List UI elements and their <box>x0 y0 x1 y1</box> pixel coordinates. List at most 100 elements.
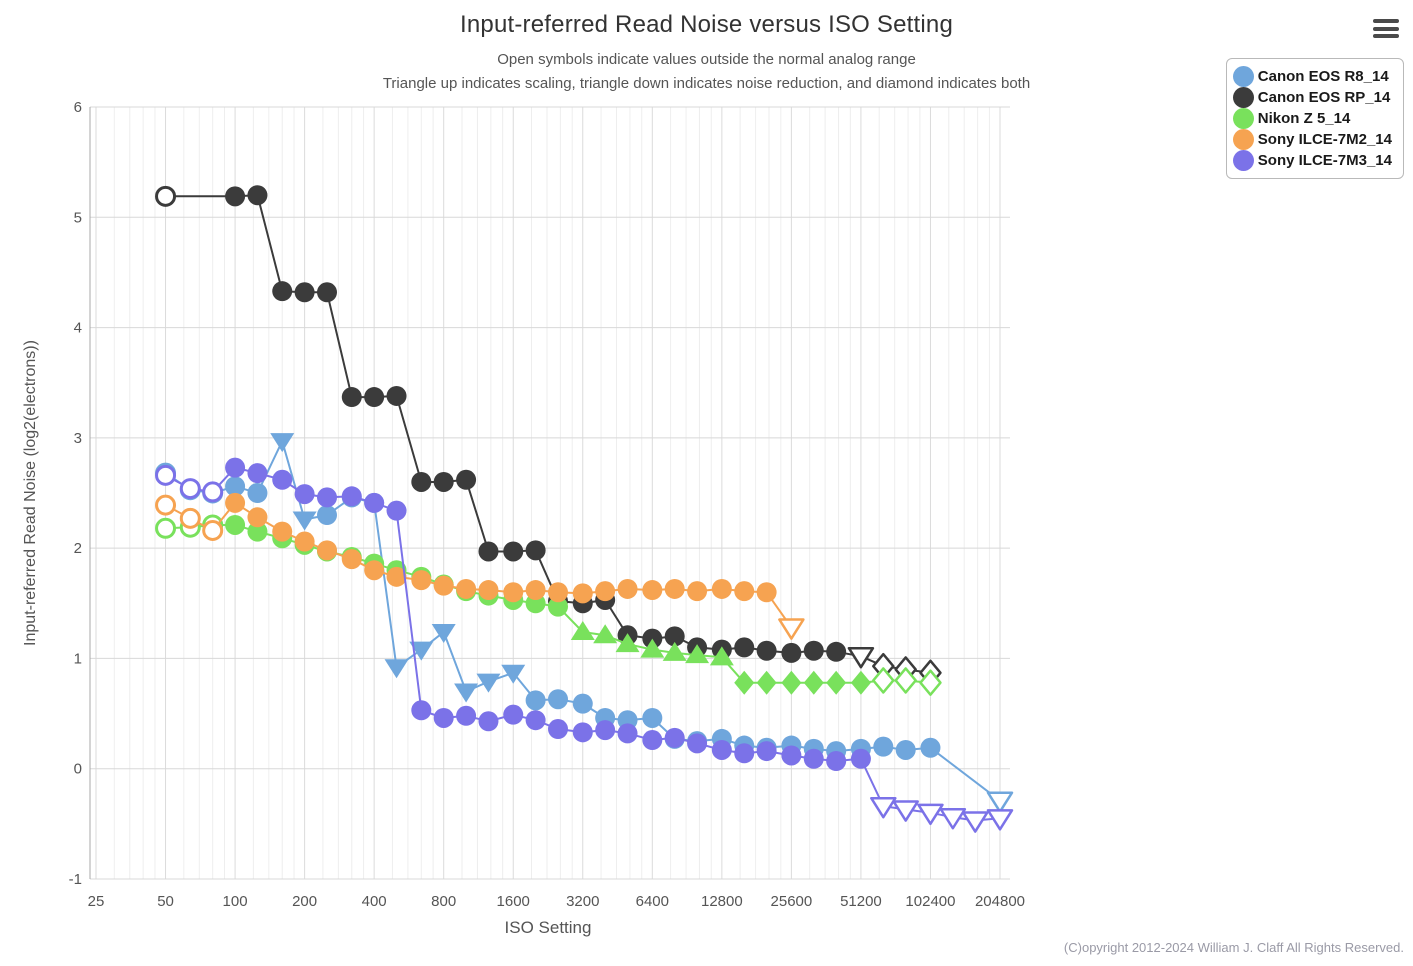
point-circle[interactable] <box>781 642 802 663</box>
point-circle-open[interactable] <box>155 464 177 486</box>
point-triangle-down-open[interactable] <box>986 791 1014 813</box>
point-circle[interactable] <box>548 596 569 617</box>
point-triangle-up[interactable] <box>685 644 710 664</box>
point-circle[interactable] <box>711 739 732 760</box>
point-circle[interactable] <box>247 185 268 206</box>
point-circle[interactable] <box>364 387 385 408</box>
point-diamond[interactable] <box>850 670 871 695</box>
point-circle[interactable] <box>756 640 777 661</box>
point-circle[interactable] <box>525 710 546 731</box>
point-circle[interactable] <box>411 700 432 721</box>
point-circle[interactable] <box>433 471 454 492</box>
point-circle[interactable] <box>734 743 755 764</box>
point-circle[interactable] <box>572 722 593 743</box>
point-circle[interactable] <box>572 693 593 714</box>
point-triangle-down-open[interactable] <box>892 800 919 822</box>
point-circle[interactable] <box>595 581 616 602</box>
point-diamond-open[interactable] <box>872 667 895 694</box>
point-triangle-up[interactable] <box>662 641 687 661</box>
point-circle[interactable] <box>478 580 499 601</box>
hamburger-menu-icon[interactable] <box>1373 19 1399 42</box>
point-circle[interactable] <box>341 387 362 408</box>
point-circle[interactable] <box>734 581 755 602</box>
point-circle[interactable] <box>364 492 385 513</box>
point-circle-open[interactable] <box>179 507 201 529</box>
legend-item-sony-ilce-7m3-14[interactable]: Sony ILCE-7M3_14 <box>1232 150 1392 171</box>
point-triangle-down-open[interactable] <box>847 646 875 669</box>
point-triangle-down[interactable] <box>409 641 434 661</box>
point-circle[interactable] <box>687 733 708 754</box>
point-circle[interactable] <box>756 741 777 762</box>
point-circle[interactable] <box>341 486 362 507</box>
point-circle[interactable] <box>642 580 663 601</box>
point-circle-open[interactable] <box>155 517 177 539</box>
point-circle-open[interactable] <box>155 185 177 207</box>
point-circle[interactable] <box>617 723 638 744</box>
point-circle[interactable] <box>781 745 802 766</box>
point-circle[interactable] <box>411 570 432 591</box>
point-circle-open[interactable] <box>202 519 224 541</box>
point-circle[interactable] <box>456 705 477 726</box>
point-triangle-down[interactable] <box>476 673 501 693</box>
point-circle[interactable] <box>920 737 941 758</box>
point-circle[interactable] <box>272 281 293 302</box>
point-circle[interactable] <box>386 500 407 521</box>
point-circle[interactable] <box>548 719 569 740</box>
point-circle[interactable] <box>617 578 638 599</box>
point-circle[interactable] <box>317 282 338 303</box>
point-circle[interactable] <box>247 483 268 503</box>
point-circle[interactable] <box>364 560 385 581</box>
point-circle[interactable] <box>433 575 454 596</box>
point-diamond[interactable] <box>734 670 755 695</box>
point-circle[interactable] <box>873 736 894 757</box>
point-circle[interactable] <box>317 487 338 508</box>
point-circle[interactable] <box>525 580 546 601</box>
point-circle-open[interactable] <box>202 481 224 503</box>
legend-item-nikon-z-5-14[interactable]: Nikon Z 5_14 <box>1232 108 1392 129</box>
legend-item-canon-eos-rp-14[interactable]: Canon EOS RP_14 <box>1232 87 1392 108</box>
point-circle[interactable] <box>642 707 663 728</box>
point-triangle-down[interactable] <box>501 664 526 684</box>
point-circle[interactable] <box>341 549 362 570</box>
point-circle[interactable] <box>711 578 732 599</box>
point-circle[interactable] <box>756 582 777 603</box>
point-circle[interactable] <box>826 641 847 662</box>
point-triangle-down-open[interactable] <box>870 796 897 819</box>
point-circle[interactable] <box>478 711 499 732</box>
point-circle[interactable] <box>247 507 268 528</box>
point-circle[interactable] <box>225 514 246 535</box>
point-circle[interactable] <box>642 730 663 751</box>
point-diamond[interactable] <box>826 670 847 695</box>
point-diamond[interactable] <box>756 670 777 695</box>
point-triangle-down-open[interactable] <box>939 807 967 830</box>
point-circle[interactable] <box>548 689 569 710</box>
point-triangle-down-open[interactable] <box>778 618 805 640</box>
point-triangle-down-open[interactable] <box>917 803 944 826</box>
point-triangle-down[interactable] <box>431 623 456 643</box>
point-circle[interactable] <box>803 748 824 769</box>
point-circle[interactable] <box>503 582 524 603</box>
point-circle[interactable] <box>525 690 546 711</box>
point-circle[interactable] <box>411 471 432 492</box>
legend-item-canon-eos-r8-14[interactable]: Canon EOS R8_14 <box>1232 66 1392 87</box>
point-circle[interactable] <box>386 566 407 587</box>
point-triangle-up[interactable] <box>570 620 595 640</box>
point-circle[interactable] <box>548 582 569 603</box>
point-circle[interactable] <box>456 578 477 599</box>
point-circle-open[interactable] <box>155 494 177 516</box>
point-circle[interactable] <box>294 282 315 303</box>
point-circle[interactable] <box>664 727 685 748</box>
point-circle[interactable] <box>595 720 616 741</box>
point-diamond-open[interactable] <box>894 667 917 694</box>
point-triangle-up[interactable] <box>593 624 618 644</box>
point-diamond[interactable] <box>781 670 802 695</box>
point-circle[interactable] <box>225 186 246 207</box>
point-triangle-down-open[interactable] <box>986 809 1014 831</box>
point-diamond[interactable] <box>803 670 824 695</box>
point-circle[interactable] <box>317 540 338 561</box>
point-circle[interactable] <box>803 640 824 661</box>
point-triangle-down[interactable] <box>292 511 317 531</box>
point-circle[interactable] <box>642 628 663 649</box>
point-circle[interactable] <box>525 540 546 561</box>
point-circle[interactable] <box>317 505 338 526</box>
